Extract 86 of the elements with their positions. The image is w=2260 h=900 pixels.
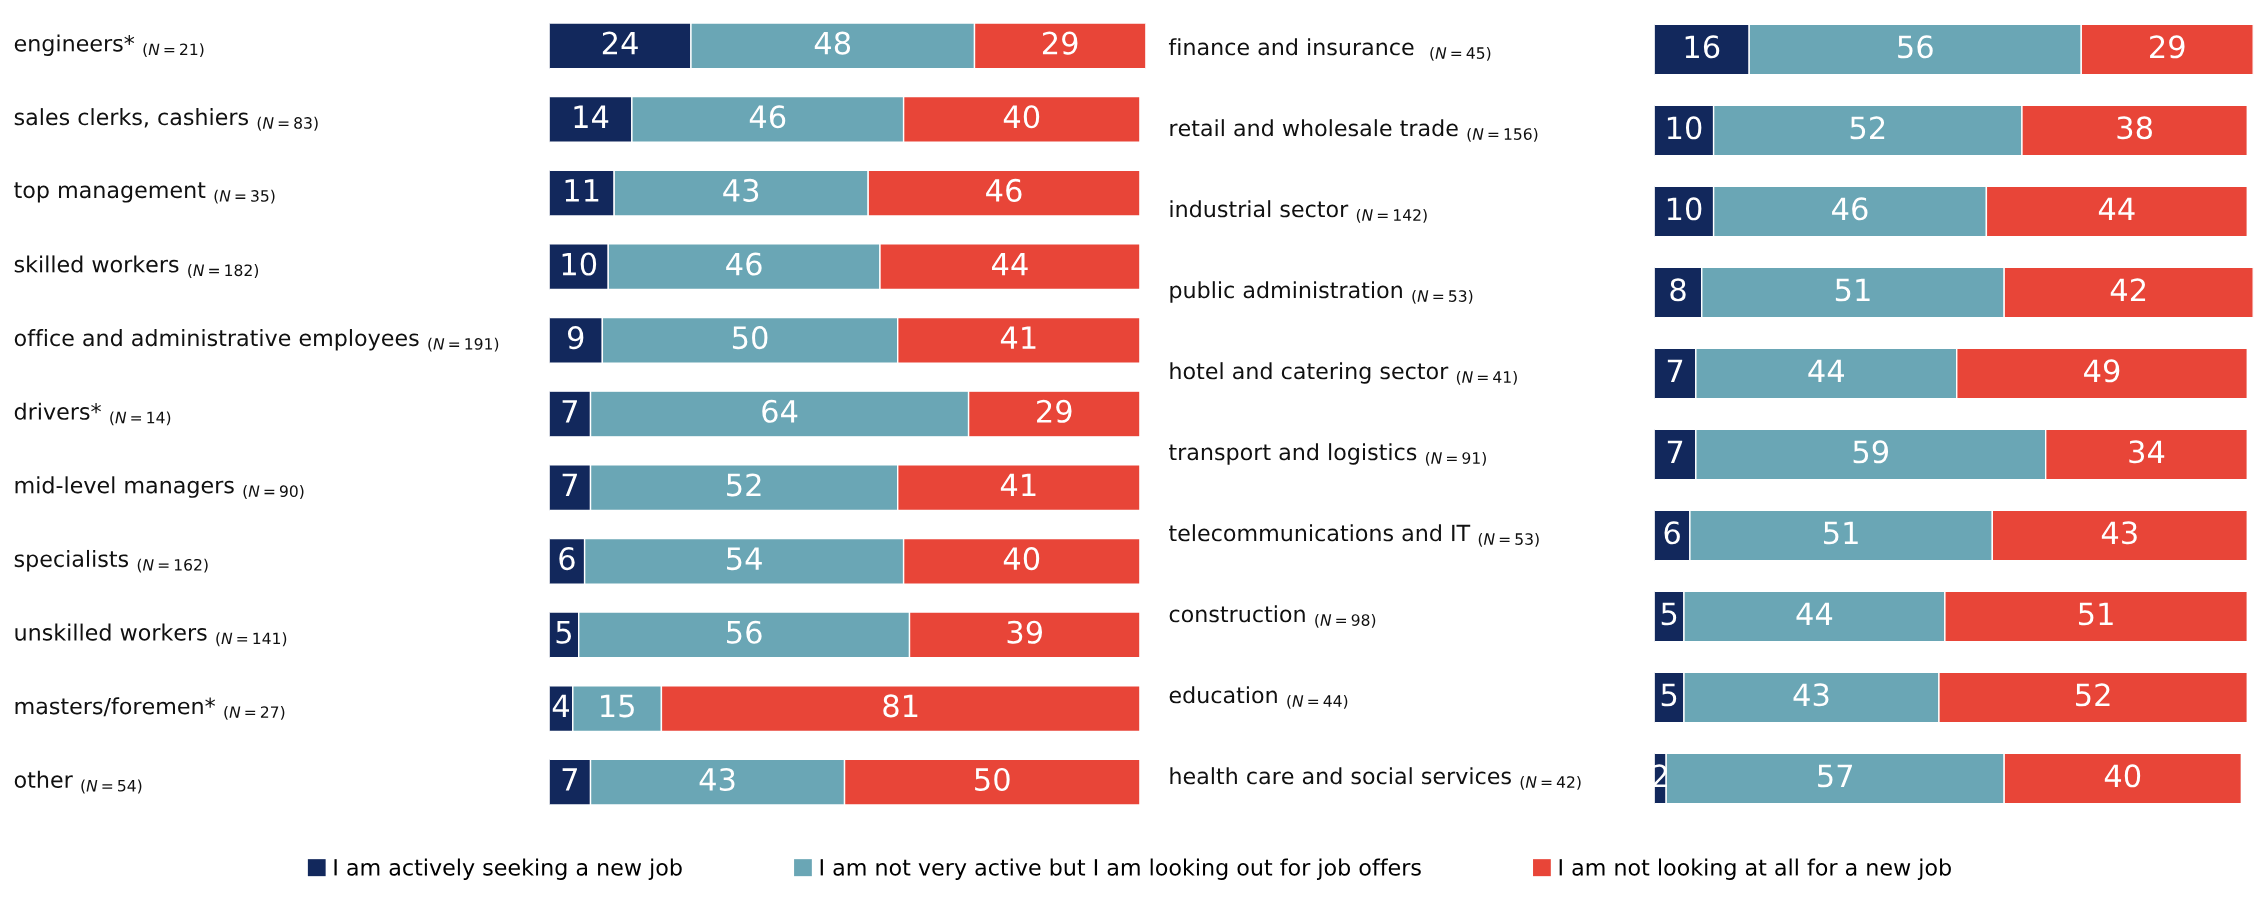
data-label: 4 <box>552 694 569 717</box>
data-label: 11 <box>565 179 599 202</box>
data-label: 24 <box>602 31 638 55</box>
category-label: construction $_{(N=98)}$ <box>1169 605 1376 628</box>
data-label: 39 <box>1007 620 1043 644</box>
category-label: transport and logistics $_{(N=91)}$ <box>1169 443 1486 466</box>
data-label: 56 <box>727 620 762 644</box>
data-label: 38 <box>2117 116 2152 140</box>
data-label: 15 <box>601 694 634 718</box>
data-label: 29 <box>1037 399 1072 423</box>
category-label: masters/foremen* $_{(N=27)}$ <box>15 697 285 720</box>
data-label: 7 <box>562 400 577 423</box>
data-label: 5 <box>1661 602 1677 626</box>
data-label: 8 <box>1670 278 1686 302</box>
data-label: 52 <box>1850 116 1885 140</box>
data-label: 43 <box>1793 683 1829 707</box>
data-label: 42 <box>2110 278 2146 301</box>
data-label: 44 <box>1796 602 1833 625</box>
category-label: public administration $_{(N=53)}$ <box>1170 281 1473 304</box>
category-label: finance and insurance $_{(N=45)}$ <box>1168 38 1491 61</box>
data-label: 50 <box>732 326 768 350</box>
data-label: 46 <box>749 105 786 129</box>
data-label: 81 <box>883 694 918 718</box>
data-label: 44 <box>1808 359 1845 382</box>
data-label: 49 <box>2084 359 2120 383</box>
data-label: 16 <box>1685 35 1720 59</box>
legend-label: I am not very active but I am looking out for job offers <box>820 858 1421 880</box>
data-label: 7 <box>562 473 577 497</box>
data-label: 34 <box>2129 440 2165 464</box>
category-label: telecommunications and IT $_{(N=53)}$ <box>1169 524 1539 547</box>
data-label: 9 <box>567 326 584 350</box>
legend-label: I am actively seeking a new job <box>334 858 682 880</box>
data-label: 52 <box>2076 683 2110 707</box>
data-label: 44 <box>2098 197 2135 220</box>
data-label: 10 <box>1667 116 1702 140</box>
category-label: health care and social services $_{(N=42)}$ <box>1170 767 1581 790</box>
data-label: 51 <box>1835 278 1870 302</box>
data-label: 51 <box>1824 521 1858 545</box>
category-label: sales clerks, cashiers $_{(N=83)}$ <box>14 108 318 131</box>
data-label: 64 <box>762 399 798 423</box>
data-label: 43 <box>723 178 759 202</box>
data-label: 5 <box>1661 683 1677 707</box>
data-label: 5 <box>556 621 571 644</box>
data-label: 40 <box>1003 547 1040 571</box>
data-label: 54 <box>727 547 762 571</box>
data-label: 59 <box>1853 440 1889 464</box>
data-label: 40 <box>1003 105 1040 129</box>
data-label: 57 <box>1818 764 1852 788</box>
data-label: 41 <box>1000 326 1036 349</box>
data-label: 50 <box>975 767 1010 792</box>
category-label: engineers* $_{(N=21)}$ <box>14 34 204 58</box>
data-label: 52 <box>727 473 761 497</box>
data-label: 29 <box>2150 35 2185 59</box>
data-label: 51 <box>2079 602 2113 626</box>
category-label: specialists $_{(N=162)}$ <box>14 549 208 573</box>
category-label: industrial sector $_{(N=142)}$ <box>1170 200 1427 223</box>
category-label: top management $_{(N=35)}$ <box>14 182 275 204</box>
category-label: office and administrative employees $_{(N=191)}$ <box>14 329 499 352</box>
data-label: 46 <box>986 178 1022 202</box>
data-label: 56 <box>1898 35 1933 59</box>
data-label: 41 <box>1000 473 1036 497</box>
legend-label: I am not looking at all for a new job <box>1559 858 1951 880</box>
data-label: 46 <box>1832 197 1868 221</box>
category-label: retail and wholesale trade $_{(N=156)}$ <box>1170 119 1538 142</box>
data-label: 6 <box>1664 521 1680 545</box>
data-label: 44 <box>992 252 1028 276</box>
data-label: 6 <box>559 547 575 571</box>
category-label: mid-level managers $_{(N=90)}$ <box>15 476 304 499</box>
data-label: 14 <box>574 105 609 128</box>
category-label: education $_{(N=44)}$ <box>1169 686 1348 709</box>
data-label: 7 <box>1667 440 1683 463</box>
data-label: 10 <box>1667 197 1702 221</box>
category-label: skilled workers $_{(N=182)}$ <box>14 255 259 278</box>
category-label: hotel and catering sector $_{(N=41)}$ <box>1170 362 1517 385</box>
data-label: 43 <box>699 767 735 792</box>
data-label: 29 <box>1042 31 1078 55</box>
data-label: 48 <box>814 31 851 55</box>
data-label: 7 <box>1667 359 1683 382</box>
data-label: 43 <box>2101 521 2137 545</box>
category-label: other $_{(N=54)}$ <box>14 770 142 794</box>
data-label: 40 <box>2104 764 2141 788</box>
data-label: 7 <box>562 768 577 791</box>
category-label: drivers* $_{(N=14)}$ <box>14 402 171 426</box>
category-label: unskilled workers $_{(N=141)}$ <box>15 623 287 647</box>
data-label: 10 <box>562 252 597 276</box>
data-label: 46 <box>726 252 762 276</box>
